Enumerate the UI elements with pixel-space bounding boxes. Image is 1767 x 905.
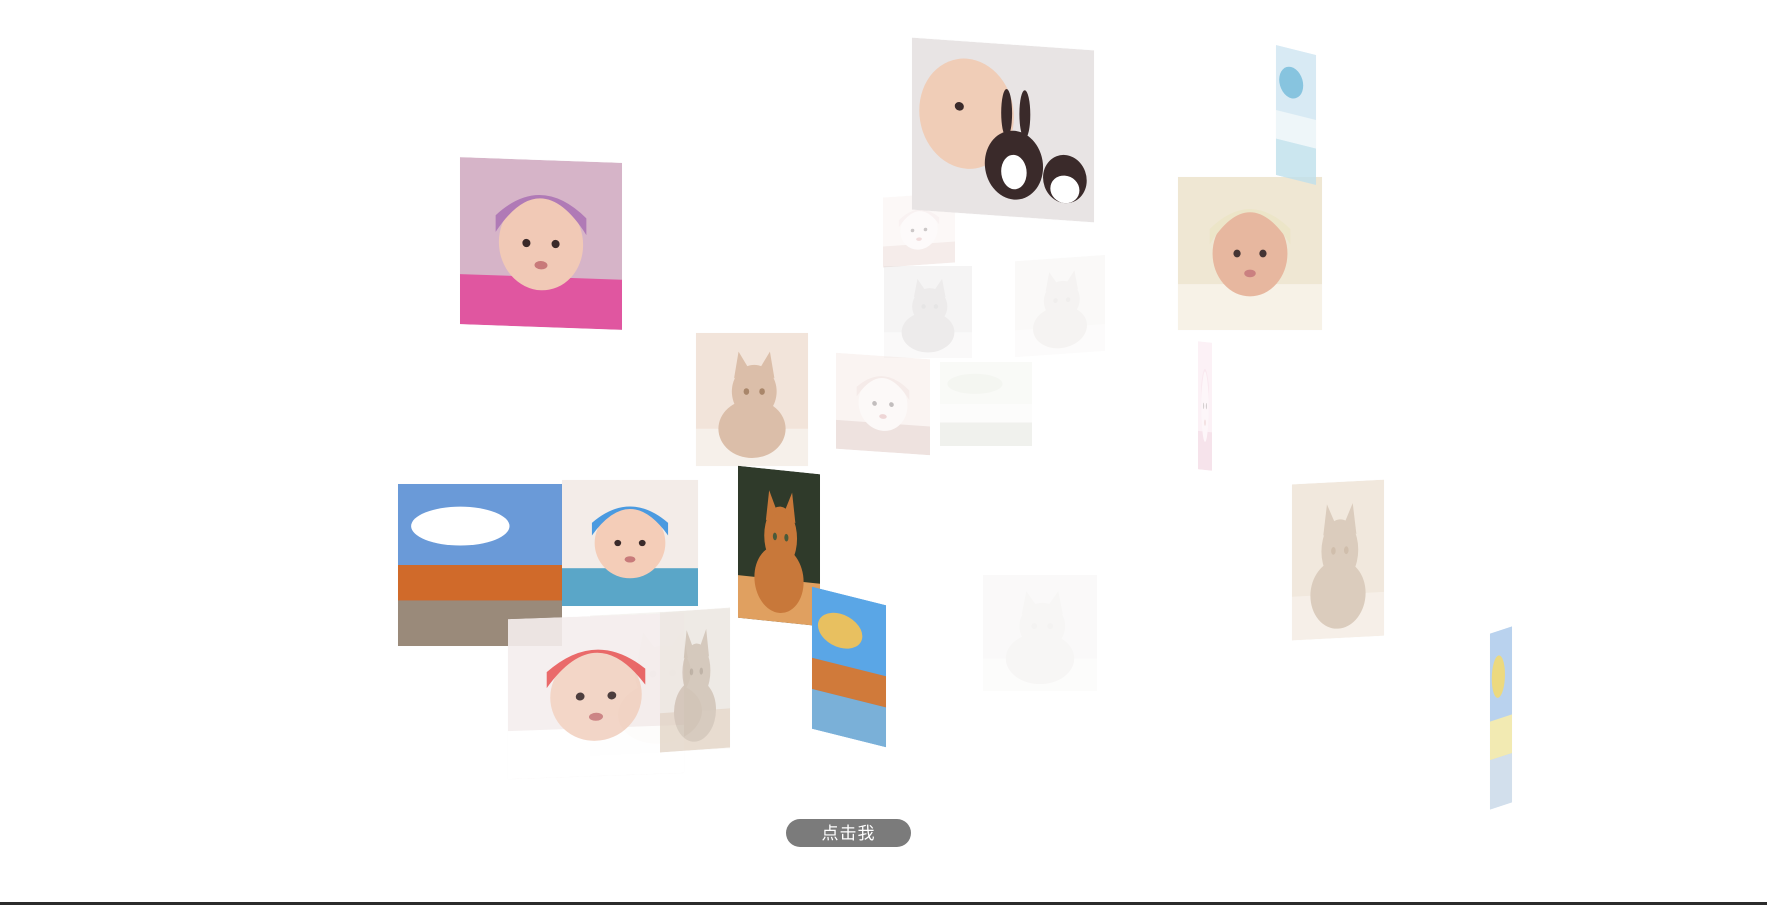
baby-photo-icon	[508, 612, 684, 780]
kitten-photo-icon	[660, 607, 730, 753]
faded-kittens-photo	[884, 266, 972, 358]
landscape-photo-icon	[940, 362, 1032, 446]
faded-white-cat-photo	[1015, 254, 1105, 358]
faded-green-photo	[940, 362, 1032, 446]
landscape-photo-icon	[398, 484, 562, 646]
two-kittens-photo[interactable]	[1292, 479, 1384, 641]
baby-bunny-photo-icon	[912, 37, 1094, 223]
faded-pink-strip-photo	[1198, 341, 1212, 471]
baby-photo-icon	[1198, 341, 1212, 471]
baby-photo-icon	[1178, 177, 1322, 330]
faded-cat-sitting-photo	[983, 575, 1097, 691]
sleeping-baby-knit-hat-photo[interactable]	[1178, 177, 1322, 330]
baby-photo-icon	[836, 352, 930, 456]
baby-photo-icon	[460, 157, 622, 330]
kitten-photo-icon	[983, 575, 1097, 691]
faded-baby-photo-2	[836, 352, 930, 456]
kitten-photo-icon	[696, 333, 808, 466]
baby-bunny-kitten-photo[interactable]	[912, 37, 1094, 223]
baby-photo-icon	[562, 480, 698, 606]
kitten-photo-icon	[884, 266, 972, 358]
bottom-bar	[0, 902, 1767, 905]
kitten-photo-icon	[1015, 254, 1105, 358]
kitten-lying-photo[interactable]	[696, 333, 808, 466]
orange-kitten-photo[interactable]	[738, 465, 820, 627]
sky-road-autumn-photo[interactable]	[398, 484, 562, 646]
cat-face-photo[interactable]	[660, 607, 730, 753]
landscape-photo-icon	[1276, 45, 1316, 185]
kitten-photo-icon	[1292, 479, 1384, 641]
field-strip-photo[interactable]	[1490, 626, 1512, 810]
autumn-lake-photo[interactable]	[812, 586, 886, 748]
kitten-photo-icon	[738, 465, 820, 627]
baby-blue-hat-photo[interactable]	[562, 480, 698, 606]
landscape-photo-icon	[812, 586, 886, 748]
baby-pink-hat-photo[interactable]	[460, 157, 622, 330]
baby-white-hat-photo[interactable]	[508, 612, 684, 780]
click-me-button[interactable]: 点击我	[786, 819, 911, 847]
sea-strip-photo[interactable]	[1276, 45, 1316, 185]
landscape-photo-icon	[1490, 626, 1512, 810]
